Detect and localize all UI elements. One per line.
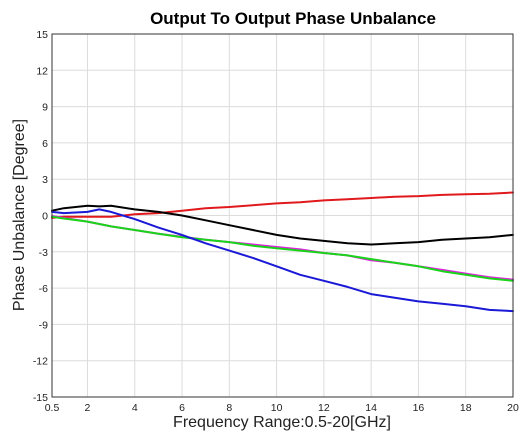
x-tick-labels: 0.5 2 4 6 8 10 12 14 16 18 20 bbox=[45, 402, 519, 414]
x-tick-label: 20 bbox=[507, 402, 519, 414]
y-tick-label: 15 bbox=[36, 29, 48, 41]
series-line-4 bbox=[51, 215, 514, 282]
y-tick-label: -15 bbox=[33, 392, 48, 404]
y-tick-label: 6 bbox=[42, 138, 48, 150]
chart-title: Output To Output Phase Unbalance bbox=[150, 9, 436, 28]
y-tick-label: 3 bbox=[42, 174, 48, 186]
plot-frame bbox=[51, 33, 514, 398]
y-tick-label: -6 bbox=[39, 283, 48, 295]
x-tick-label: 12 bbox=[318, 402, 330, 414]
y-tick-label: 9 bbox=[42, 102, 48, 114]
y-tick-label: -9 bbox=[39, 319, 48, 331]
x-tick-label: 14 bbox=[365, 402, 377, 414]
x-tick-label: 18 bbox=[460, 402, 472, 414]
x-tick-label: 2 bbox=[85, 402, 91, 414]
x-axis-label: Frequency Range:0.5-20[GHz] bbox=[173, 414, 391, 431]
y-tick-label: -12 bbox=[33, 356, 48, 368]
series-line-5 bbox=[51, 208, 514, 313]
series-layer bbox=[51, 191, 514, 313]
x-tick-label: 8 bbox=[226, 402, 232, 414]
y-tick-label: 0 bbox=[42, 211, 48, 223]
y-tick-labels: -15 -12 -9 -6 -3 0 3 6 9 12 15 bbox=[33, 29, 48, 404]
series-line-2 bbox=[51, 204, 514, 246]
x-tick-label: 6 bbox=[179, 402, 185, 414]
series-line-1 bbox=[51, 191, 514, 219]
x-tick-label: 10 bbox=[271, 402, 283, 414]
x-tick-label: 4 bbox=[132, 402, 138, 414]
y-tick-label: -3 bbox=[39, 247, 48, 259]
y-tick-label: 12 bbox=[36, 65, 48, 77]
x-tick-label: 0.5 bbox=[45, 402, 60, 414]
x-tick-label: 16 bbox=[413, 402, 425, 414]
y-axis-label: Phase Unbalance [Degree] bbox=[11, 119, 28, 311]
